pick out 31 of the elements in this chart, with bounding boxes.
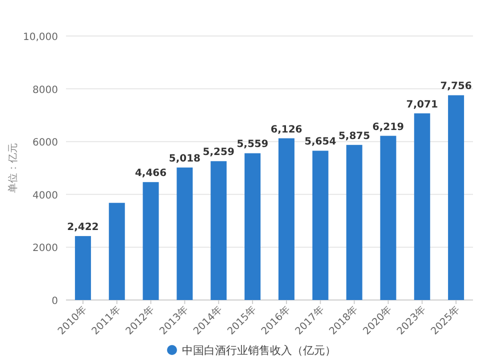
data-label: 4,466	[134, 168, 167, 180]
data-label: 6,126	[270, 124, 302, 136]
bar	[346, 144, 362, 300]
y-tick-label: 4000	[32, 190, 58, 202]
bar	[210, 161, 227, 300]
y-tick-label: 2000	[32, 243, 58, 254]
bar	[278, 138, 294, 300]
y-tick-label: 8000	[32, 84, 58, 96]
data-label: 5,654	[304, 136, 336, 148]
bar	[380, 136, 396, 300]
y-tick-label: 0	[52, 296, 58, 307]
bar	[244, 153, 261, 300]
data-label: 7,756	[440, 81, 472, 92]
bar	[74, 236, 91, 300]
data-label: 2,422	[67, 222, 99, 234]
bar	[176, 168, 193, 300]
data-label: 7,071	[406, 99, 438, 110]
data-label: 5,018	[168, 154, 201, 165]
y-tick-label: 6000	[32, 138, 58, 149]
bar	[312, 150, 328, 300]
data-label: 6,219	[372, 122, 404, 133]
data-label: 5,875	[338, 130, 370, 142]
y-axis-title: 单位：亿元	[7, 143, 19, 193]
y-tick-label: 10,000	[23, 32, 58, 43]
bar	[448, 95, 464, 300]
legend-label: 中国白酒行业销售收入（亿元）	[182, 344, 336, 357]
data-label: 5,559	[236, 139, 268, 150]
bar	[142, 182, 159, 300]
data-label: 5,259	[202, 147, 234, 158]
bar	[108, 202, 125, 300]
bar	[414, 113, 430, 300]
